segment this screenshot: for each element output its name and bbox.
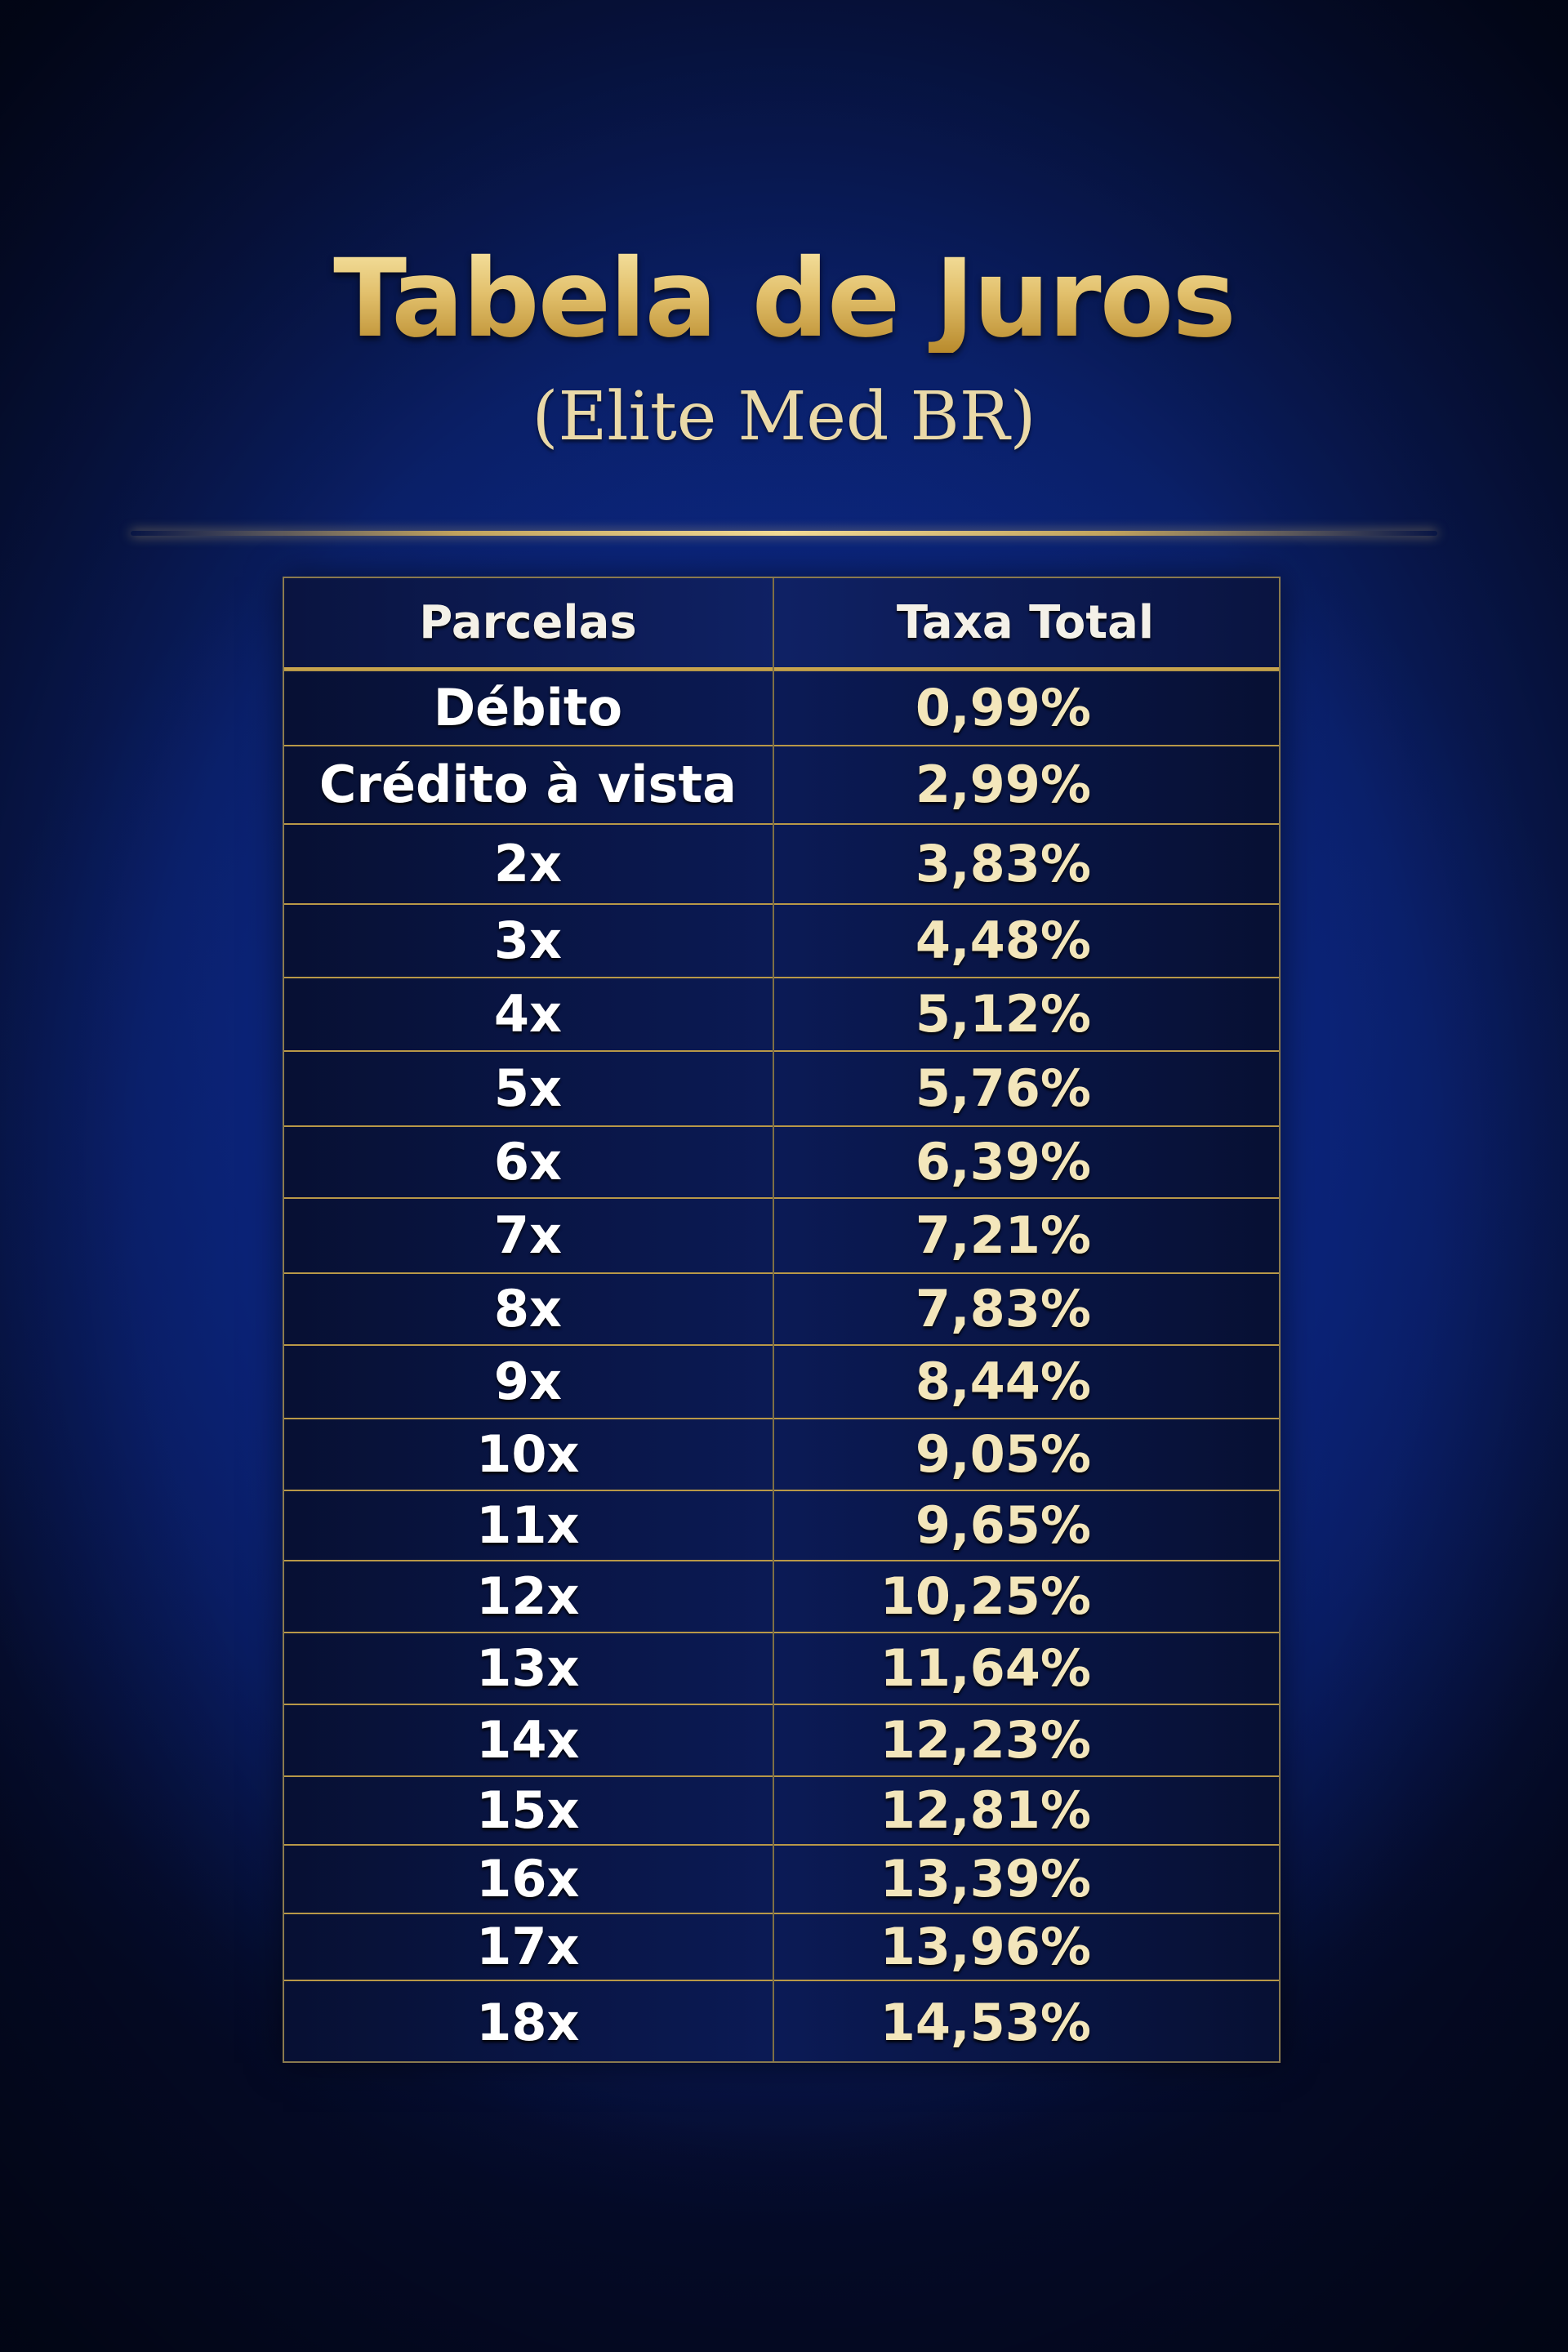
cell-taxa-total: 6,39% (915, 1132, 1091, 1192)
table-row: 12x 10,25% (284, 1560, 1279, 1632)
table-row: 4x 5,12% (284, 977, 1279, 1050)
table-row: 2x 3,83% (284, 823, 1279, 903)
cell-taxa-total: 5,76% (915, 1058, 1091, 1118)
cell-parcelas: 13x (476, 1638, 580, 1698)
table-row: Débito 0,99% (284, 670, 1279, 745)
table-row: 10x 9,05% (284, 1418, 1279, 1490)
cell-taxa-total: 11,64% (880, 1638, 1091, 1698)
table-row: 3x 4,48% (284, 903, 1279, 977)
gold-divider (131, 531, 1437, 536)
cell-parcelas: 6x (493, 1132, 562, 1192)
cell-taxa-total: 3,83% (915, 834, 1091, 893)
cell-parcelas: 11x (476, 1495, 580, 1555)
cell-taxa-total: 12,81% (880, 1780, 1091, 1840)
cell-parcelas: 8x (493, 1279, 562, 1339)
cell-parcelas: 16x (476, 1849, 580, 1909)
page-subtitle: (Elite Med BR) (532, 378, 1036, 456)
table-row: 7x 7,21% (284, 1197, 1279, 1272)
cell-parcelas: Crédito à vista (318, 755, 737, 814)
cell-parcelas: 3x (493, 911, 562, 970)
interest-rate-table: Parcelas Taxa Total Débito 0,99% Crédito à… (283, 577, 1281, 2063)
header-taxa-total: Taxa Total (896, 595, 1155, 649)
header-parcelas: Parcelas (419, 595, 637, 649)
cell-taxa-total: 10,25% (880, 1566, 1091, 1626)
cell-taxa-total: 9,65% (915, 1495, 1091, 1555)
table-row: 9x 8,44% (284, 1344, 1279, 1418)
cell-taxa-total: 13,39% (880, 1849, 1091, 1909)
cell-parcelas: 2x (493, 834, 562, 893)
cell-parcelas: 4x (493, 984, 562, 1044)
cell-taxa-total: 14,53% (880, 1993, 1091, 2052)
table-header-row: Parcelas Taxa Total (284, 578, 1279, 670)
table-row: 17x 13,96% (284, 1913, 1279, 1980)
table-row: Crédito à vista 2,99% (284, 745, 1279, 823)
cell-parcelas: 7x (493, 1205, 562, 1265)
cell-parcelas: 15x (476, 1780, 580, 1840)
table-row: 11x 9,65% (284, 1490, 1279, 1560)
cell-taxa-total: 4,48% (915, 911, 1091, 970)
cell-parcelas: Débito (433, 678, 623, 737)
cell-taxa-total: 12,23% (880, 1710, 1091, 1770)
cell-taxa-total: 9,05% (915, 1424, 1091, 1484)
cell-parcelas: 18x (476, 1993, 580, 2052)
cell-taxa-total: 7,83% (915, 1279, 1091, 1339)
cell-parcelas: 17x (476, 1917, 580, 1976)
cell-parcelas: 12x (476, 1566, 580, 1626)
table-row: 8x 7,83% (284, 1272, 1279, 1344)
cell-taxa-total: 13,96% (880, 1917, 1091, 1976)
table-row: 16x 13,39% (284, 1844, 1279, 1913)
table-row: 13x 11,64% (284, 1632, 1279, 1704)
cell-taxa-total: 0,99% (915, 678, 1091, 737)
page-title: Tabela de Juros (0, 245, 1568, 353)
cell-parcelas: 5x (493, 1058, 562, 1118)
table-row: 6x 6,39% (284, 1125, 1279, 1197)
cell-taxa-total: 5,12% (915, 984, 1091, 1044)
cell-taxa-total: 7,21% (915, 1205, 1091, 1265)
cell-parcelas: 9x (493, 1352, 562, 1411)
cell-parcelas: 14x (476, 1710, 580, 1770)
cell-parcelas: 10x (476, 1424, 580, 1484)
table-row: 18x 14,53% (284, 1980, 1279, 2061)
cell-taxa-total: 2,99% (915, 755, 1091, 814)
cell-taxa-total: 8,44% (915, 1352, 1091, 1411)
table-row: 15x 12,81% (284, 1775, 1279, 1844)
table-row: 14x 12,23% (284, 1704, 1279, 1775)
column-divider (773, 578, 774, 2061)
table-row: 5x 5,76% (284, 1050, 1279, 1125)
